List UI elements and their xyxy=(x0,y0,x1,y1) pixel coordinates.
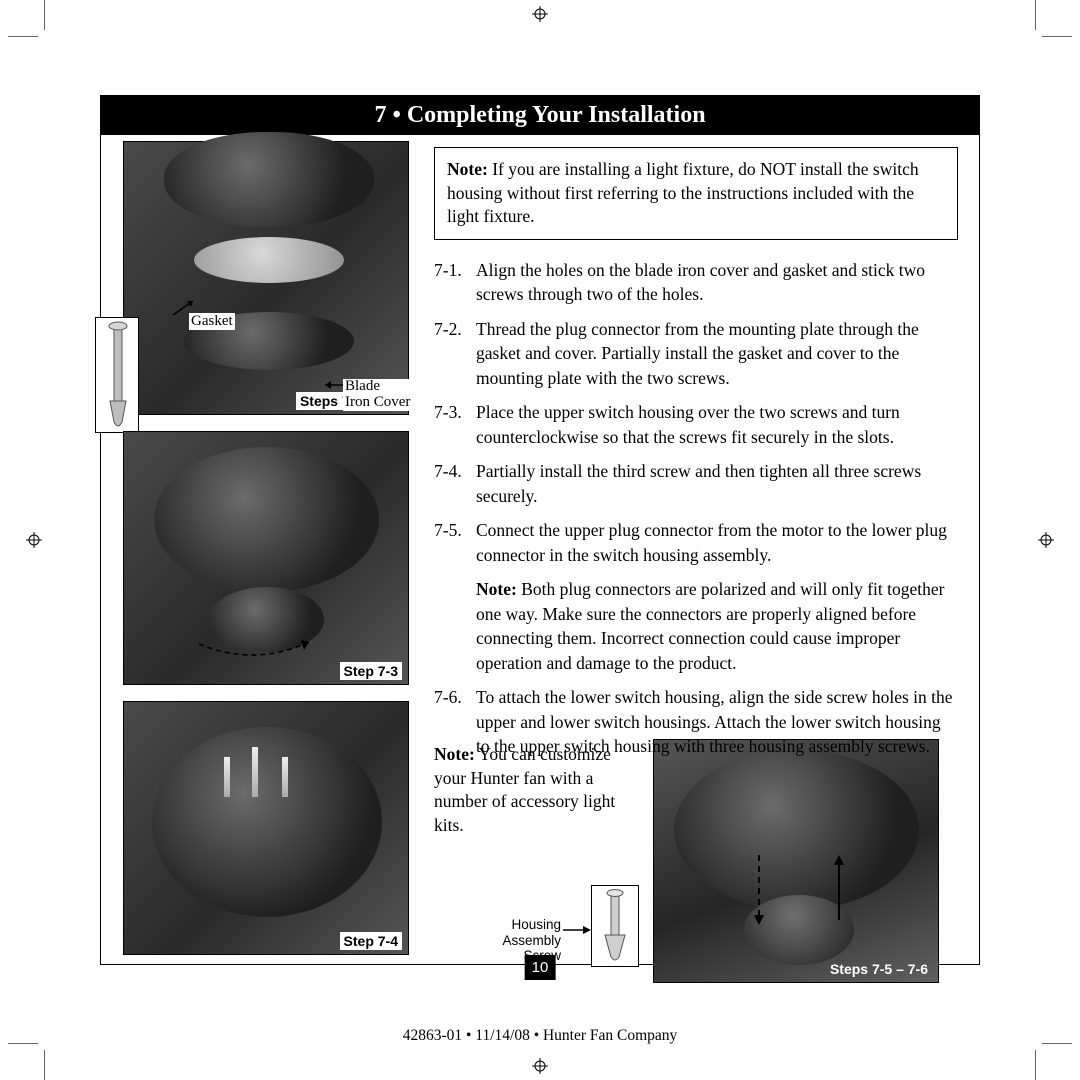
arrow-icon xyxy=(171,297,201,317)
crop-mark xyxy=(1042,36,1072,37)
label-text: Blade xyxy=(345,378,380,394)
figure-step-7-3: Step 7-3 xyxy=(123,431,409,685)
registration-mark-icon xyxy=(532,6,548,22)
step-number: 7-5. xyxy=(434,518,476,567)
step-number: 7-1. xyxy=(434,258,476,307)
step-number: 7-4. xyxy=(434,459,476,508)
step-7-1: 7-1.Align the holes on the blade iron co… xyxy=(434,258,958,307)
step-7-4: 7-4.Partially install the third screw an… xyxy=(434,459,958,508)
blade-iron-cover-label: Blade Iron Cover xyxy=(343,379,412,411)
figure-steps-7-5-7-6: Steps 7-5 – 7-6 xyxy=(653,739,939,983)
screw-shape xyxy=(224,757,230,797)
arrow-icon xyxy=(561,923,593,937)
figure-caption: Step 7-3 xyxy=(340,662,402,680)
step-text: Connect the upper plug connector from th… xyxy=(476,518,958,567)
body-area: Steps 7-1 – 7-2 Gasket Blade Iron Cover xyxy=(101,135,979,963)
step-number: 7-3. xyxy=(434,400,476,449)
screw-shape xyxy=(282,757,288,797)
crop-mark xyxy=(44,1050,45,1080)
screw-inset-box xyxy=(95,317,139,433)
crop-mark xyxy=(1042,1043,1072,1044)
illustration-shape xyxy=(154,447,379,592)
rotation-arrow-icon xyxy=(194,632,319,662)
step-7-5: 7-5.Connect the upper plug connector fro… xyxy=(434,518,958,567)
crop-mark xyxy=(1035,0,1036,30)
step-number: 7-2. xyxy=(434,317,476,391)
content-frame: 7 • Completing Your Installation Steps 7… xyxy=(100,95,980,965)
crop-mark xyxy=(8,36,38,37)
mid-note: Note: Both plug connectors are polarized… xyxy=(476,577,958,675)
step-7-2: 7-2.Thread the plug connector from the m… xyxy=(434,317,958,391)
step-text: Align the holes on the blade iron cover … xyxy=(476,258,958,307)
figure-caption: Step 7-4 xyxy=(340,932,402,950)
note-prefix: Note: xyxy=(476,579,517,599)
page-number: 10 xyxy=(525,955,556,980)
footer-text: 42863-01 • 11/14/08 • Hunter Fan Company xyxy=(403,1027,678,1045)
step-text: Thread the plug connector from the mount… xyxy=(476,317,958,391)
figure-steps-7-1-7-2: Steps 7-1 – 7-2 xyxy=(123,141,409,415)
crop-mark xyxy=(44,0,45,30)
arrow-icon xyxy=(319,377,345,393)
label-text: Iron Cover xyxy=(345,394,410,410)
label-text: Assembly xyxy=(502,933,561,948)
step-text: Partially install the third screw and th… xyxy=(476,459,958,508)
label-text: Housing xyxy=(511,917,561,932)
illustration-shape xyxy=(164,132,374,227)
registration-mark-icon xyxy=(1038,532,1054,548)
registration-mark-icon xyxy=(26,532,42,548)
steps-list: 7-1.Align the holes on the blade iron co… xyxy=(434,258,958,759)
illustration-shape xyxy=(152,727,382,917)
screw-icon xyxy=(96,318,140,434)
crop-mark xyxy=(8,1043,38,1044)
figure-step-7-4: Step 7-4 xyxy=(123,701,409,955)
page-root: 7 • Completing Your Installation Steps 7… xyxy=(0,0,1080,1080)
note-prefix: Note: xyxy=(434,744,475,764)
step-7-3: 7-3.Place the upper switch housing over … xyxy=(434,400,958,449)
crop-mark xyxy=(1035,1050,1036,1080)
section-title: 7 • Completing Your Installation xyxy=(101,96,979,135)
gasket-shape xyxy=(194,237,344,283)
note-text: If you are installing a light fixture, d… xyxy=(447,159,919,226)
note-box-top: Note: If you are installing a light fixt… xyxy=(434,147,958,240)
arrows-icon xyxy=(734,845,864,935)
step-text: Place the upper switch housing over the … xyxy=(476,400,958,449)
text-column: Note: If you are installing a light fixt… xyxy=(434,145,958,769)
figure-caption: Steps 7-5 – 7-6 xyxy=(826,960,932,978)
note-prefix: Note: xyxy=(447,159,488,179)
note-text: Both plug connectors are polarized and w… xyxy=(476,579,944,673)
registration-mark-icon xyxy=(532,1058,548,1074)
housing-assembly-screw-box xyxy=(591,885,639,967)
screw-icon xyxy=(595,889,635,963)
screw-shape xyxy=(252,747,258,797)
lower-note: Note: You can customize your Hunter fan … xyxy=(434,743,644,838)
